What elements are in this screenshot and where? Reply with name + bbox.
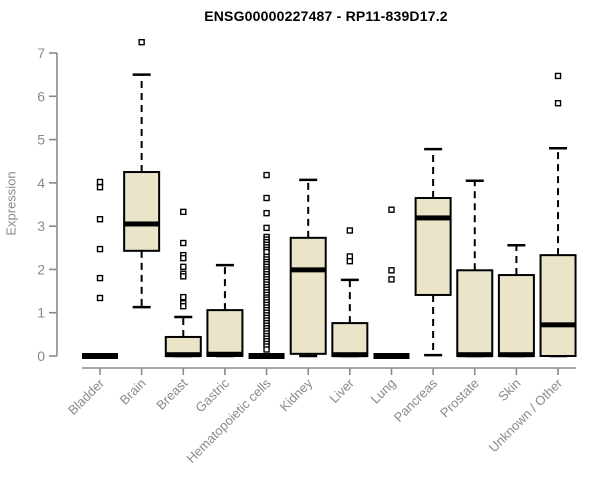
outlier-point — [263, 224, 270, 232]
median-line — [207, 351, 243, 357]
median-line — [290, 267, 326, 273]
y-tick-label: 6 — [37, 88, 45, 104]
box-Hematopoietic cells — [248, 353, 285, 359]
y-tick-label: 4 — [37, 175, 45, 191]
y-tick-label: 7 — [37, 45, 45, 61]
outlier-point — [96, 294, 104, 302]
outlier-point — [263, 209, 270, 217]
x-tick-label: Breast — [153, 375, 190, 412]
outlier-point — [263, 346, 270, 353]
box-Prostate — [456, 269, 494, 358]
outlier-point — [96, 216, 104, 223]
x-tick-label: Skin — [495, 376, 523, 404]
x-tick-label: Prostate — [437, 376, 482, 421]
x-tick-label: Pancreas — [391, 375, 441, 425]
outlier-point — [346, 227, 354, 234]
box-Brain — [123, 171, 161, 252]
x-tick-label: Lung — [368, 376, 399, 407]
x-tick-label: Bladder — [65, 375, 108, 418]
y-tick-label: 2 — [37, 261, 45, 277]
outlier-point — [388, 276, 395, 283]
box-Bladder — [82, 353, 118, 359]
outlier-point — [180, 303, 187, 310]
outlier-point — [96, 274, 104, 282]
outlier-point — [180, 263, 187, 271]
outlier-point — [388, 206, 395, 213]
outlier-point — [180, 239, 187, 247]
box-Skin — [497, 274, 535, 357]
y-tick-label: 0 — [37, 348, 45, 364]
median-line — [415, 215, 451, 221]
outlier-point — [388, 267, 395, 274]
box-Liver — [331, 322, 369, 357]
chart-title: ENSG00000227487 - RP11-839D17.2 — [204, 8, 448, 24]
outlier-point — [263, 194, 270, 202]
box-Gastric — [206, 309, 244, 358]
outlier-point — [96, 183, 104, 191]
median-line — [332, 352, 368, 358]
box-Lung — [373, 353, 410, 359]
y-tick-label: 3 — [37, 218, 45, 234]
median-line — [498, 352, 534, 358]
median-line — [165, 352, 201, 358]
outlier-point — [96, 178, 104, 186]
outlier-point — [96, 245, 104, 253]
median-line — [540, 322, 576, 328]
median-line — [124, 221, 160, 227]
box-Pancreas — [414, 197, 452, 296]
outlier-point — [263, 171, 270, 179]
y-tick-label: 1 — [37, 305, 45, 321]
outlier-point — [554, 72, 562, 80]
x-tick-label: Gastric — [192, 375, 232, 415]
outlier-point — [180, 293, 187, 301]
x-tick-label: Unknown / Other — [486, 375, 566, 455]
outlier-point — [180, 254, 187, 262]
box-Unknown / Other — [539, 254, 577, 357]
outlier-point — [346, 258, 354, 265]
y-tick-label: 5 — [37, 132, 45, 148]
outlier-point — [180, 208, 187, 216]
x-tick-label: Liver — [326, 375, 357, 406]
outlier-point — [138, 38, 145, 46]
box-Kidney — [289, 236, 327, 355]
outlier-point — [554, 100, 562, 107]
median-line — [457, 352, 493, 358]
outlier-point — [180, 273, 187, 280]
x-tick-label: Kidney — [277, 375, 316, 414]
x-tick-label: Brain — [117, 376, 149, 408]
